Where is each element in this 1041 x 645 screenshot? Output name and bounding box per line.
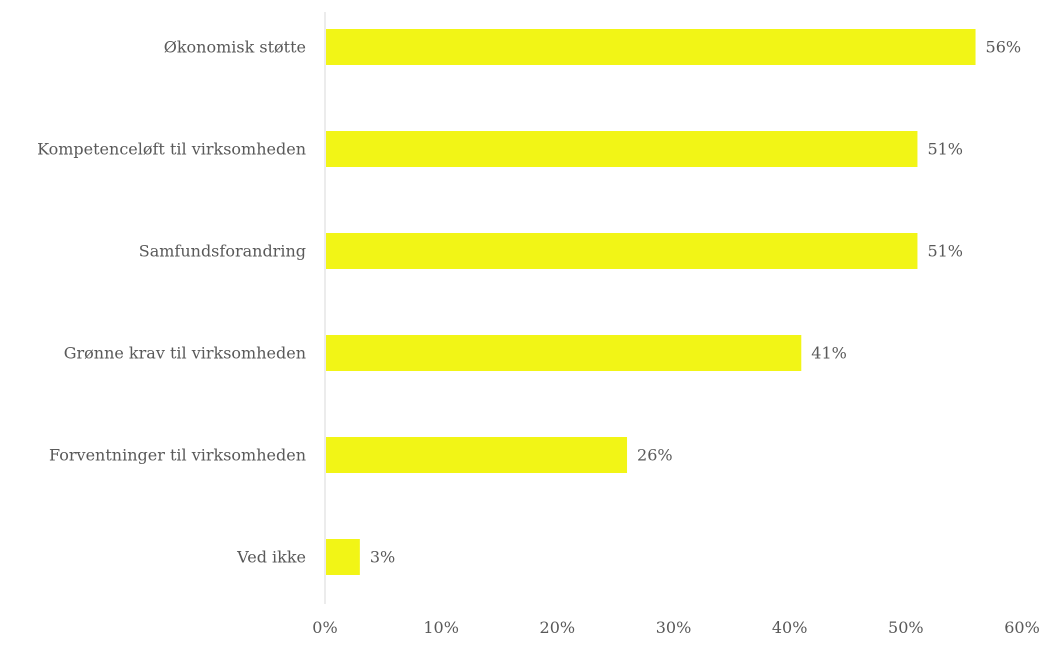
bar <box>326 29 976 65</box>
bar <box>326 335 802 371</box>
value-label: 56% <box>986 38 1022 57</box>
x-tick-label: 20% <box>540 618 576 637</box>
labels-layer: Økonomisk støtte 56% Kompetenceløft til vi… <box>37 38 1040 638</box>
value-label: 41% <box>811 344 847 363</box>
value-label: 51% <box>927 140 963 159</box>
value-label: 26% <box>637 446 673 465</box>
bar <box>326 539 360 575</box>
category-label: Forventninger til virksomheden <box>49 446 306 465</box>
bar <box>326 233 918 269</box>
x-tick-label: 0% <box>312 618 337 637</box>
category-label: Samfundsforandring <box>139 242 306 261</box>
x-tick-label: 10% <box>423 618 459 637</box>
category-label: Økonomisk støtte <box>164 38 306 57</box>
value-label: 51% <box>927 242 963 261</box>
x-tick-label: 50% <box>888 618 924 637</box>
bar <box>326 437 628 473</box>
category-label: Ved ikke <box>236 548 306 567</box>
x-tick-label: 40% <box>772 618 808 637</box>
category-label: Kompetenceløft til virksomheden <box>37 140 306 159</box>
x-tick-label: 60% <box>1004 618 1040 637</box>
category-label: Grønne krav til virksomheden <box>64 344 306 363</box>
value-label: 3% <box>370 548 395 567</box>
bar <box>326 131 918 167</box>
x-tick-label: 30% <box>656 618 692 637</box>
bars-layer <box>326 29 976 575</box>
